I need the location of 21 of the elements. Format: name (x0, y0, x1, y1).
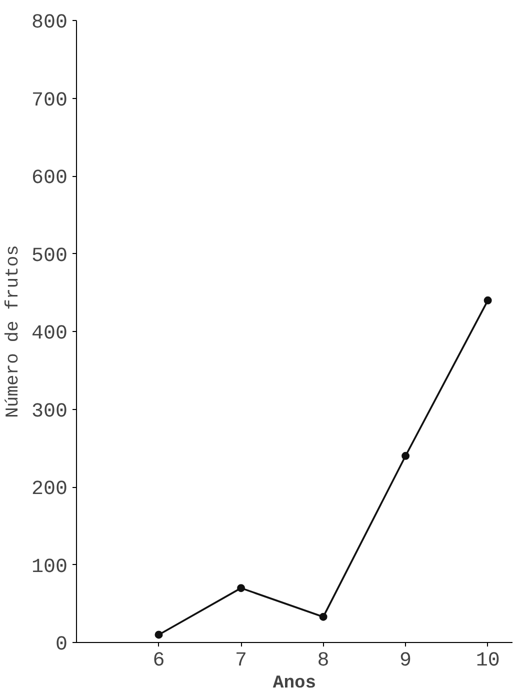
y-tick-label: 500 (31, 244, 68, 268)
y-tick-label: 200 (31, 478, 68, 501)
point (319, 612, 328, 621)
x-tick-label: 7 (235, 650, 248, 672)
y-tick-label: 400 (31, 322, 68, 346)
y-tick-label: 700 (31, 89, 68, 112)
y-tick-label: 800 (31, 12, 68, 34)
x-axis-title: Anos (272, 674, 316, 694)
point (402, 452, 410, 460)
point (154, 630, 163, 639)
y-tick-label: 0 (56, 634, 68, 656)
point (484, 296, 492, 304)
x-tick-label: 8 (317, 650, 330, 672)
x-tick-label: 9 (400, 650, 412, 672)
y-tick-label: 100 (31, 556, 68, 579)
y-axis-title: Número de frutos (3, 245, 24, 418)
x-tick-label: 6 (152, 650, 165, 672)
y-tick-label: 300 (31, 400, 68, 424)
x-tick-label: 10 (476, 650, 500, 672)
point (237, 584, 246, 592)
y-tick-label: 600 (31, 167, 68, 190)
